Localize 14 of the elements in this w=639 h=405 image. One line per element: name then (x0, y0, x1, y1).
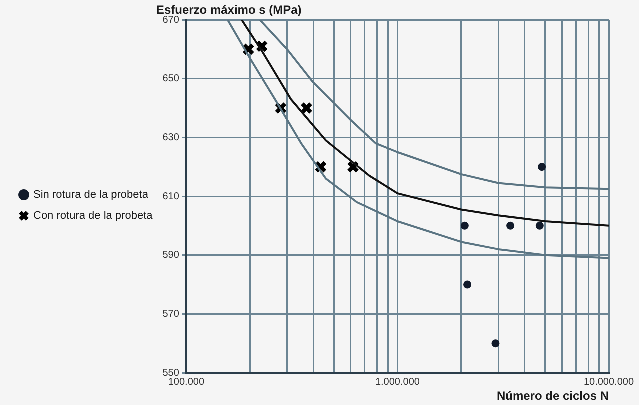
y-tick-label: 550 (162, 368, 180, 379)
legend-label: Sin rotura de la probeta (34, 189, 150, 202)
x-tick-label: 10.000.000 (584, 376, 634, 388)
y-tick-label: 630 (162, 132, 180, 144)
y-tick-label: 570 (162, 308, 180, 320)
x-axis-title: Número de ciclos N (496, 389, 609, 403)
legend-label: Con rotura de la probeta (34, 210, 154, 222)
y-tick-label: 590 (162, 250, 180, 262)
y-axis-title: Esfuerzo máximo s (MPa) (156, 3, 302, 17)
y-tick-label: 610 (162, 191, 180, 202)
y-tick-label: 670 (162, 14, 180, 26)
y-tick-label: 650 (162, 74, 180, 85)
x-tick-label: 100.000 (168, 376, 205, 388)
x-tick-label: 1.000.000 (375, 376, 420, 388)
